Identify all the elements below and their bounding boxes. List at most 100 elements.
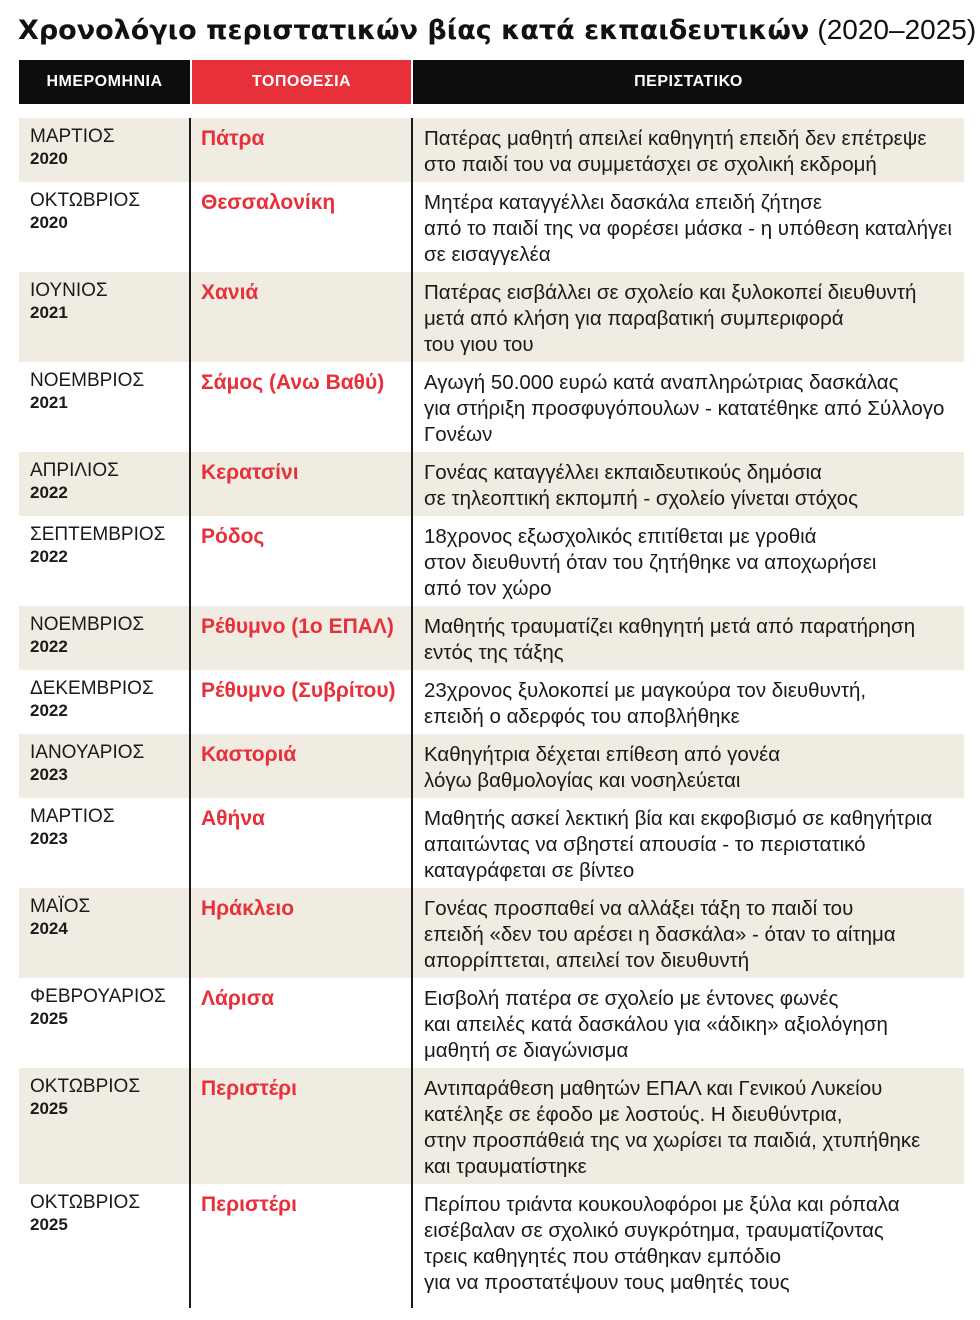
date-cell: ΑΠΡΙΛΙΟΣ 2022	[30, 460, 188, 504]
column-divider-left	[189, 118, 191, 1308]
year-label: 2023	[30, 829, 68, 848]
table-row: ΝΟΕΜΒΡΙΟΣ 2021 Σάμος (Ανω Βαθύ) Αγωγή 50.00…	[19, 362, 964, 452]
location-cell: Πάτρα	[201, 127, 265, 150]
incident-cell: Περίπου τριάντα κουκουλοφόροι με ξύλα κα…	[424, 1192, 959, 1296]
table-row: ΜΑΪΟΣ 2024 Ηράκλειο Γονέας προσπαθεί να αλλ…	[19, 888, 964, 978]
year-label: 2021	[30, 393, 68, 412]
incident-line: Αγωγή 50.000 ευρώ κατά αναπληρώτριας δασ…	[424, 371, 899, 394]
date-cell: ΙΑΝΟΥΑΡΙΟΣ 2023	[30, 742, 188, 786]
month-label: ΜΑΡΤΙΟΣ	[30, 126, 115, 147]
location-cell: Κερατσίνι	[201, 461, 299, 484]
incident-line: Περίπου τριάντα κουκουλοφόροι με ξύλα κα…	[424, 1193, 900, 1216]
table-row: ΙΑΝΟΥΑΡΙΟΣ 2023 Καστοριά Καθηγήτρια δέχεται…	[19, 734, 964, 798]
date-cell: ΟΚΤΩΒΡΙΟΣ 2020	[30, 190, 188, 234]
incident-line: και απειλές κατά δασκάλου για «άδικη» αξ…	[424, 1013, 888, 1036]
table-header: ΗΜΕΡΟΜΗΝΙΑ ΤΟΠΟΘΕΣΙΑ ΠΕΡΙΣΤΑΤΙΚΟ	[19, 60, 964, 104]
date-cell: ΟΚΤΩΒΡΙΟΣ 2025	[30, 1076, 188, 1120]
column-divider-right	[411, 118, 413, 1308]
date-cell: ΦΕΒΡΟΥΑΡΙΟΣ 2025	[30, 986, 188, 1030]
year-label: 2022	[30, 637, 68, 656]
location-cell: Θεσσαλονίκη	[201, 191, 336, 214]
incident-line: Αντιπαράθεση μαθητών ΕΠΑΛ και Γενικού Λυ…	[424, 1077, 883, 1100]
month-label: ΜΑΡΤΙΟΣ	[30, 806, 115, 827]
year-label: 2023	[30, 765, 68, 784]
table-row: ΝΟΕΜΒΡΙΟΣ 2022 Ρέθυμνο (1ο ΕΠΑΛ) Μαθητής τρ…	[19, 606, 964, 670]
incident-line: επειδή «δεν του αρέσει η δασκάλα» - όταν…	[424, 923, 896, 946]
table-row: ΟΚΤΩΒΡΙΟΣ 2025 Περιστέρι Περίπου τριάντα κο…	[19, 1184, 964, 1300]
incident-line: μαθητή σε διαγώνισμα	[424, 1039, 629, 1062]
date-cell: ΝΟΕΜΒΡΙΟΣ 2022	[30, 614, 188, 658]
incident-line: Πατέρας εισβάλλει σε σχολείο και ξυλοκοπ…	[424, 281, 917, 304]
table-row: ΜΑΡΤΙΟΣ 2020 Πάτρα Πατέρας μαθητή απειλεί κ…	[19, 118, 964, 182]
date-cell: ΙΟΥΝΙΟΣ 2021	[30, 280, 188, 324]
incident-line: στο παιδί του να συμμετάσχει σε σχολική …	[424, 153, 877, 176]
location-cell: Χανιά	[201, 281, 259, 304]
year-label: 2020	[30, 213, 68, 232]
location-cell: Αθήνα	[201, 807, 265, 830]
date-cell: ΜΑΡΤΙΟΣ 2020	[30, 126, 188, 170]
month-label: ΟΚΤΩΒΡΙΟΣ	[30, 1192, 141, 1213]
incident-line: λόγω βαθμολογίας και νοσηλεύεται	[424, 769, 741, 792]
date-cell: ΣΕΠΤΕΜΒΡΙΟΣ 2022	[30, 524, 188, 568]
incident-line: Μαθητής τραυματίζει καθηγητή μετά από πα…	[424, 615, 916, 638]
location-cell: Ηράκλειο	[201, 897, 295, 920]
incident-line: Πατέρας μαθητή απειλεί καθηγητή επειδή δ…	[424, 127, 927, 150]
incident-line: από το παιδί της να φορέσει μάσκα - η υπ…	[424, 217, 952, 240]
incident-cell: 18χρονος εξωσχολικός επιτίθεται με γροθι…	[424, 524, 959, 602]
year-label: 2022	[30, 701, 68, 720]
incident-line: στην προσπάθειά της να χωρίσει τα παιδιά…	[424, 1129, 921, 1152]
incident-table: ΜΑΡΤΙΟΣ 2020 Πάτρα Πατέρας μαθητή απειλεί κ…	[19, 118, 964, 1300]
column-header-date: ΗΜΕΡΟΜΗΝΙΑ	[19, 60, 190, 104]
incident-line: καταγράφεται σε βίντεο	[424, 859, 635, 882]
month-label: ΟΚΤΩΒΡΙΟΣ	[30, 190, 141, 211]
incident-line: εισέβαλαν σε σχολικό συγκρότημα, τραυματ…	[424, 1219, 884, 1242]
table-row: ΜΑΡΤΙΟΣ 2023 Αθήνα Μαθητής ασκεί λεκτική βί…	[19, 798, 964, 888]
incident-line: κατέληξε σε έφοδο με λοστούς. Η διευθύντ…	[424, 1103, 843, 1126]
incident-line: του γιου του	[424, 333, 534, 356]
month-label: ΙΟΥΝΙΟΣ	[30, 280, 108, 301]
year-label: 2022	[30, 547, 68, 566]
table-row: ΦΕΒΡΟΥΑΡΙΟΣ 2025 Λάρισα Εισβολή πατέρα σε σ…	[19, 978, 964, 1068]
table-row: ΙΟΥΝΙΟΣ 2021 Χανιά Πατέρας εισβάλλει σε σχο…	[19, 272, 964, 362]
incident-cell: 23χρονος ξυλοκοπεί με μαγκούρα τον διευθ…	[424, 678, 959, 730]
table-row: ΟΚΤΩΒΡΙΟΣ 2020 Θεσσαλονίκη Μητέρα καταγγέλλ…	[19, 182, 964, 272]
incident-line: για να προστατέψουν τους μαθητές τους	[424, 1271, 790, 1294]
incident-cell: Γονέας καταγγέλλει εκπαιδευτικούς δημόσι…	[424, 460, 959, 512]
incident-line: τρεις καθηγητές που στάθηκαν εμπόδιο	[424, 1245, 782, 1268]
incident-cell: Καθηγήτρια δέχεται επίθεση από γονέα λόγω…	[424, 742, 959, 794]
incident-line: Εισβολή πατέρα σε σχολείο με έντονες φων…	[424, 987, 839, 1010]
location-cell: Ρέθυμνο (Συβρίτου)	[201, 679, 396, 702]
incident-cell: Πατέρας μαθητή απειλεί καθηγητή επειδή δ…	[424, 126, 959, 178]
date-cell: ΜΑΪΟΣ 2024	[30, 896, 188, 940]
table-row: ΟΚΤΩΒΡΙΟΣ 2025 Περιστέρι Αντιπαράθεση μαθητ…	[19, 1068, 964, 1184]
incident-cell: Μητέρα καταγγέλλει δασκάλα επειδή ζήτησε…	[424, 190, 959, 268]
incident-line: 23χρονος ξυλοκοπεί με μαγκούρα τον διευθ…	[424, 679, 867, 702]
year-label: 2021	[30, 303, 68, 322]
location-cell: Ρέθυμνο (1ο ΕΠΑΛ)	[201, 615, 394, 638]
table-row: ΑΠΡΙΛΙΟΣ 2022 Κερατσίνι Γονέας καταγγέλλει …	[19, 452, 964, 516]
month-label: ΝΟΕΜΒΡΙΟΣ	[30, 370, 145, 391]
year-label: 2025	[30, 1009, 68, 1028]
incident-line: και τραυματίστηκε	[424, 1155, 587, 1178]
incident-line: Γονέας καταγγέλλει εκπαιδευτικούς δημόσι…	[424, 461, 822, 484]
incident-line: Γονέων	[424, 423, 493, 446]
location-cell: Σάμος (Ανω Βαθύ)	[201, 371, 385, 394]
year-label: 2025	[30, 1215, 68, 1234]
date-cell: ΝΟΕΜΒΡΙΟΣ 2021	[30, 370, 188, 414]
month-label: ΔΕΚΕΜΒΡΙΟΣ	[30, 678, 154, 699]
title-range: (2020–2025)	[817, 14, 977, 45]
incident-cell: Αγωγή 50.000 ευρώ κατά αναπληρώτριας δασ…	[424, 370, 959, 448]
table-row: ΔΕΚΕΜΒΡΙΟΣ 2022 Ρέθυμνο (Συβρίτου) 23χρονος…	[19, 670, 964, 734]
incident-line: 18χρονος εξωσχολικός επιτίθεται με γροθι…	[424, 525, 817, 548]
location-cell: Καστοριά	[201, 743, 297, 766]
year-label: 2020	[30, 149, 68, 168]
month-label: ΜΑΪΟΣ	[30, 896, 91, 917]
location-cell: Λάρισα	[201, 987, 275, 1010]
incident-cell: Μαθητής τραυματίζει καθηγητή μετά από πα…	[424, 614, 959, 666]
incident-line: Μητέρα καταγγέλλει δασκάλα επειδή ζήτησε	[424, 191, 823, 214]
column-header-location: ΤΟΠΟΘΕΣΙΑ	[192, 60, 411, 104]
incident-cell: Γονέας προσπαθεί να αλλάξει τάξη το παιδ…	[424, 896, 959, 974]
incident-line: από τον χώρο	[424, 577, 552, 600]
incident-line: για στήριξη προσφυγόπουλων - κατατέθηκε …	[424, 397, 945, 420]
incident-line: απορρίπτεται, απειλεί τον διευθυντή	[424, 949, 750, 972]
